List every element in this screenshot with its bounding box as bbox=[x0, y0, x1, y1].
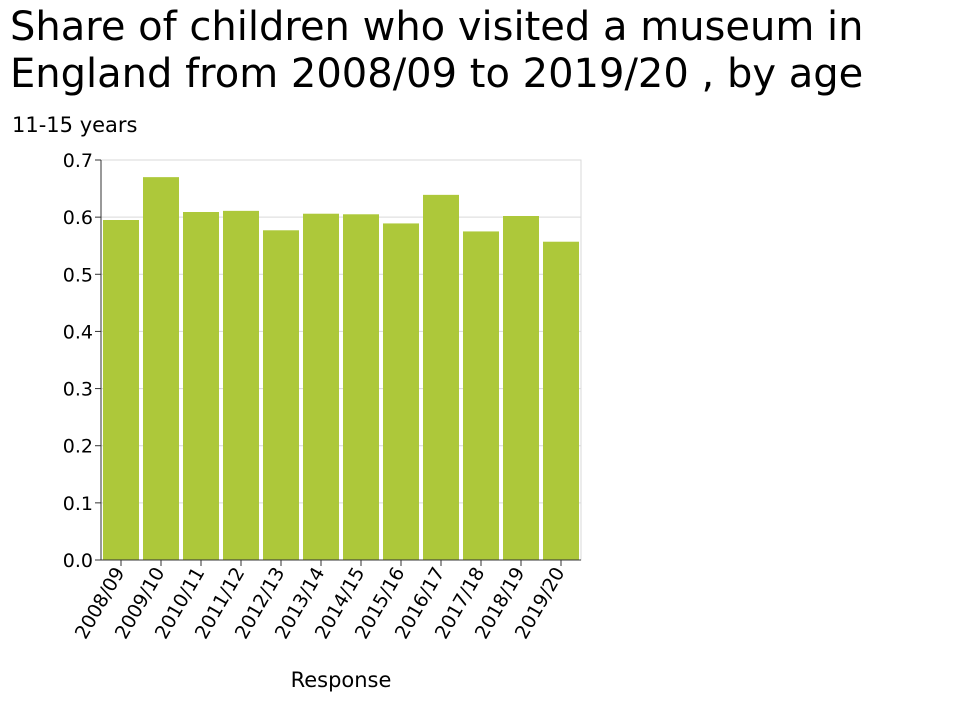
axes bbox=[100, 160, 581, 561]
y-tick-label: 0.2 bbox=[63, 436, 93, 458]
chart-title: Share of children who visited a museum i… bbox=[10, 4, 864, 97]
bar bbox=[103, 220, 139, 560]
bar bbox=[463, 231, 499, 560]
bar bbox=[423, 194, 459, 560]
y-tick-label: 0.1 bbox=[63, 493, 93, 515]
bar bbox=[343, 214, 379, 561]
bar bbox=[303, 213, 339, 560]
y-tick-label: 0.3 bbox=[63, 379, 93, 401]
y-tick-label: 0.7 bbox=[63, 150, 93, 172]
bar bbox=[543, 241, 579, 560]
y-tick-label: 0.4 bbox=[63, 321, 93, 343]
x-axis-ticks: 2008/092009/102010/112011/122012/132013/… bbox=[71, 560, 569, 643]
x-axis-title: Response bbox=[291, 668, 392, 692]
y-tick-label: 0.6 bbox=[63, 207, 93, 229]
y-axis-ticks: 0.0 0.1 0.2 0.3 0.4 0.5 0.6 0.7 bbox=[63, 150, 101, 572]
bar-series bbox=[103, 177, 579, 561]
bar bbox=[383, 223, 419, 560]
bar bbox=[223, 210, 259, 560]
y-tick-label: 0.0 bbox=[63, 550, 93, 572]
bar bbox=[263, 230, 299, 561]
bar bbox=[503, 216, 539, 560]
y-tick-label: 0.5 bbox=[63, 264, 93, 286]
bar bbox=[143, 177, 179, 560]
chart-subtitle: 11-15 years bbox=[12, 113, 138, 137]
bar bbox=[183, 212, 219, 560]
